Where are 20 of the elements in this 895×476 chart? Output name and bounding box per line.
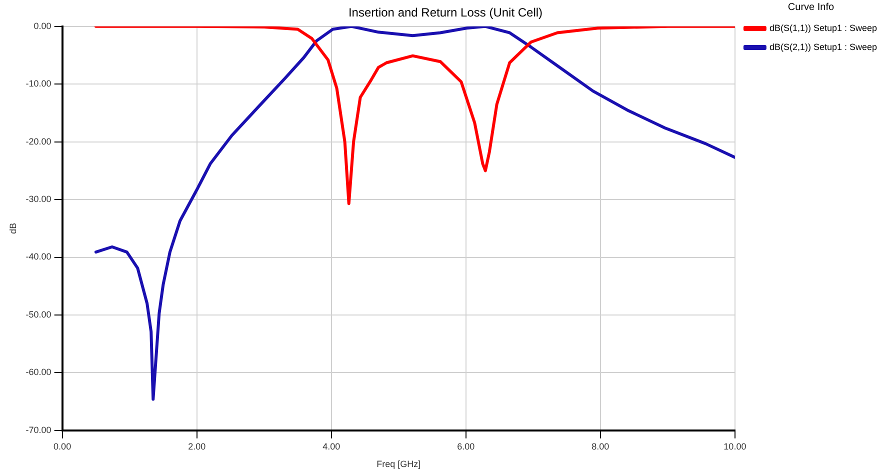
- y-tick-label: -60.00: [26, 367, 52, 378]
- x-tick-label: 4.00: [322, 441, 340, 452]
- x-tick-label: 0.00: [54, 441, 72, 452]
- y-tick-label: -20.00: [26, 136, 52, 146]
- y-tick-label: -30.00: [26, 194, 52, 204]
- y-tick-label: -40.00: [26, 252, 52, 262]
- x-tick-label: 10.00: [724, 441, 746, 452]
- y-axis-title: dB: [8, 222, 18, 234]
- x-axis-title: Freq [GHz]: [376, 459, 421, 470]
- legend-label: dB(S(2,1)) Setup1 : Sweep: [769, 42, 878, 52]
- y-tick-label: 0.00: [34, 20, 52, 31]
- x-tick-label: 8.00: [592, 441, 610, 452]
- legend-label: dB(S(1,1)) Setup1 : Sweep: [769, 22, 878, 33]
- y-tick-label: -10.00: [26, 78, 52, 89]
- y-tick-label: -50.00: [26, 309, 52, 320]
- legend-title: Curve Info: [788, 2, 834, 13]
- x-tick-label: 6.00: [457, 441, 475, 452]
- chart-title: Insertion and Return Loss (Unit Cell): [348, 6, 543, 20]
- x-tick-label: 2.00: [188, 441, 206, 452]
- y-tick-label: -70.00: [26, 424, 52, 435]
